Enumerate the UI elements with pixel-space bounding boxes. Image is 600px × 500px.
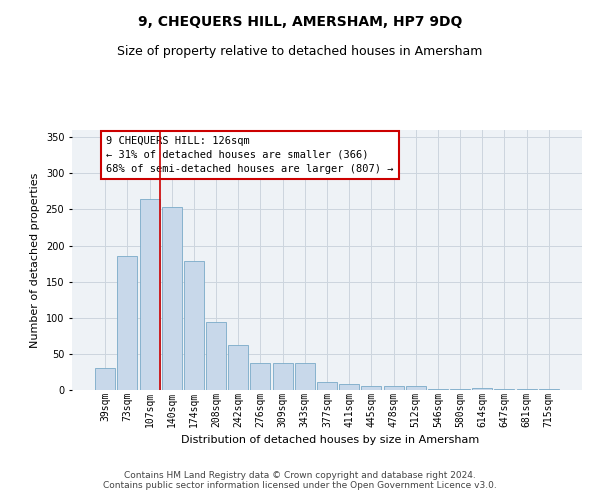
Text: Distribution of detached houses by size in Amersham: Distribution of detached houses by size … (181, 435, 479, 445)
Bar (295, 362, 315, 390)
Bar (539, 388, 559, 390)
Bar (450, 388, 470, 390)
Bar (95, 368, 115, 390)
Text: Size of property relative to detached houses in Amersham: Size of property relative to detached ho… (118, 45, 482, 58)
Bar (162, 208, 182, 390)
Bar (428, 388, 448, 390)
Bar (472, 388, 492, 390)
Bar (406, 386, 426, 390)
Bar (118, 256, 137, 390)
Bar (250, 362, 271, 390)
Bar (339, 384, 359, 390)
Text: Contains HM Land Registry data © Crown copyright and database right 2024.
Contai: Contains HM Land Registry data © Crown c… (103, 470, 497, 490)
Bar (317, 382, 337, 390)
Bar (272, 362, 293, 390)
Bar (228, 344, 248, 390)
Bar (184, 260, 204, 390)
Bar (140, 198, 160, 390)
Y-axis label: Number of detached properties: Number of detached properties (30, 172, 40, 348)
Text: 9 CHEQUERS HILL: 126sqm
← 31% of detached houses are smaller (366)
68% of semi-d: 9 CHEQUERS HILL: 126sqm ← 31% of detache… (106, 136, 394, 174)
Bar (206, 322, 226, 390)
Bar (383, 386, 404, 390)
Text: 9, CHEQUERS HILL, AMERSHAM, HP7 9DQ: 9, CHEQUERS HILL, AMERSHAM, HP7 9DQ (138, 15, 462, 29)
Bar (361, 386, 382, 390)
